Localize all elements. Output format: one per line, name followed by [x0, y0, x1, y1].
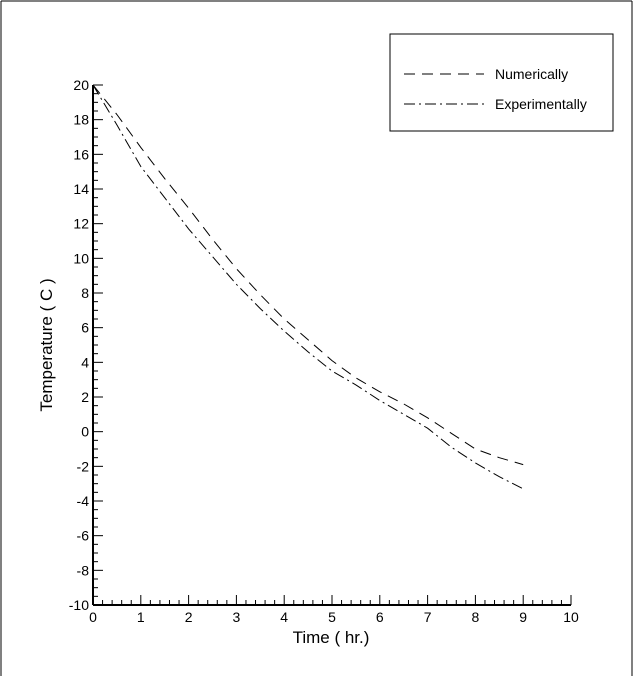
x-tick-label: 7 [424, 609, 432, 625]
y-tick-label: 10 [73, 250, 89, 266]
y-tick-label: -6 [77, 528, 90, 544]
x-tick-label: 8 [472, 609, 480, 625]
y-tick-label: 18 [73, 112, 89, 128]
x-tick-label: 4 [280, 609, 288, 625]
y-tick-label: 14 [73, 181, 89, 197]
y-tick-label: 8 [81, 285, 89, 301]
y-tick-label: 6 [81, 320, 89, 336]
legend-box [389, 33, 614, 132]
axis-ticks [92, 84, 572, 606]
y-tick-label: 2 [81, 389, 89, 405]
x-tick-label: 10 [563, 609, 579, 625]
x-tick-label: 0 [89, 609, 97, 625]
y-tick-label: 0 [81, 424, 89, 440]
x-tick-label: 6 [376, 609, 384, 625]
x-tick-label: 2 [185, 609, 193, 625]
legend: Numerically Experimentally [389, 33, 614, 132]
y-tick-label: -10 [69, 597, 89, 613]
series-line-experimentally [92, 84, 524, 490]
y-tick-label: 4 [81, 354, 89, 370]
legend-label-experimentally: Experimentally [495, 96, 587, 112]
series-line-numerically [92, 84, 524, 466]
y-tick-label: -2 [77, 458, 90, 474]
y-tick-label: 20 [73, 77, 89, 93]
y-tick-label: -4 [77, 493, 90, 509]
x-tick-label: 1 [137, 609, 145, 625]
y-axis-label: Temperature ( C ) [37, 278, 56, 411]
x-tick-label: 5 [328, 609, 336, 625]
x-tick-label: 9 [519, 609, 527, 625]
y-tick-label: 16 [73, 146, 89, 162]
y-tick-label: -8 [77, 562, 90, 578]
series-lines [92, 84, 524, 490]
x-tick-label: 3 [233, 609, 241, 625]
x-axis-label: Time ( hr.) [293, 628, 370, 647]
y-tick-label: 12 [73, 216, 89, 232]
legend-label-numerically: Numerically [495, 66, 568, 82]
